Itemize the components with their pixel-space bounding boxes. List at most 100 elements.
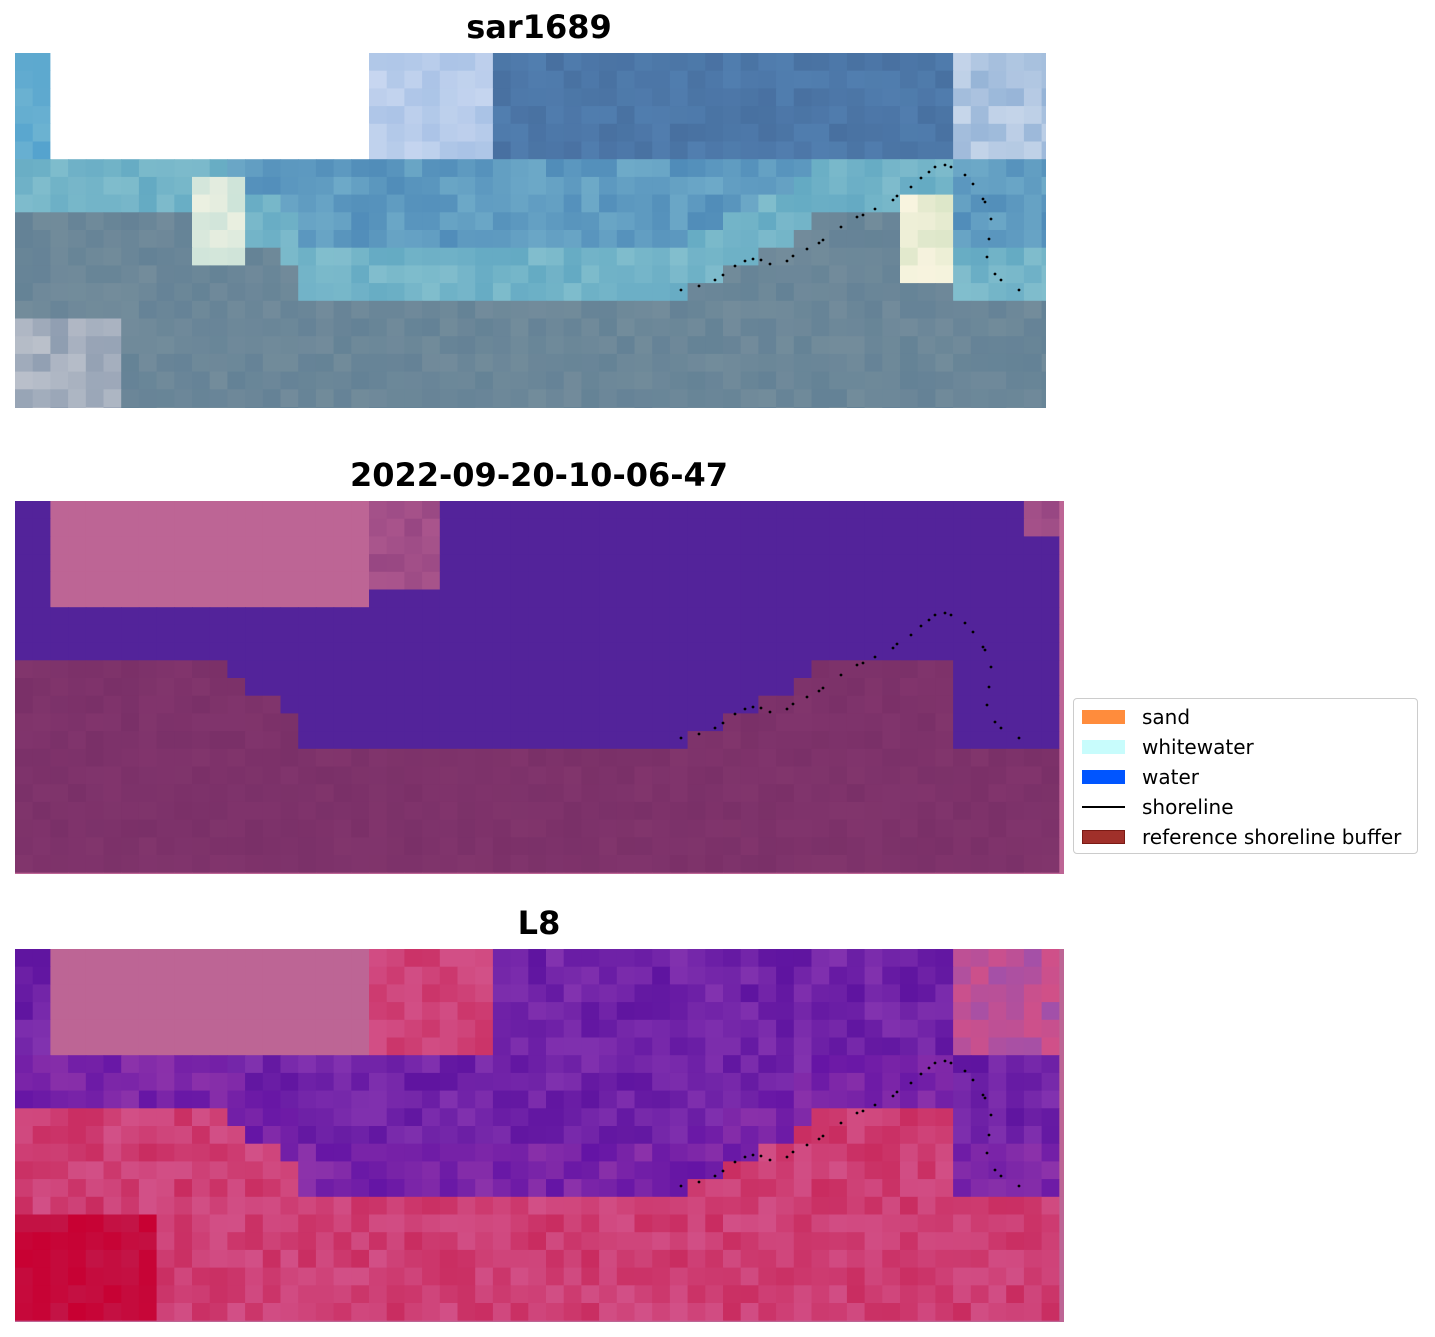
raster-pixel [262, 1002, 282, 1021]
raster-pixel [510, 1090, 529, 1109]
raster-pixel [121, 1320, 140, 1322]
raster-pixel [599, 984, 618, 1003]
raster-pixel [103, 713, 122, 732]
raster-pixel [15, 53, 34, 72]
raster-pixel [510, 801, 529, 821]
raster-pixel [121, 353, 140, 373]
raster-pixel [829, 389, 848, 408]
legend-label-sand: sand [1142, 705, 1191, 729]
raster-pixel [599, 554, 618, 573]
raster-pixel [50, 1072, 69, 1092]
raster-pixel [563, 966, 582, 985]
raster-pixel [776, 1108, 795, 1127]
raster-pixel [386, 731, 405, 750]
raster-pixel [1006, 589, 1025, 608]
raster-pixel [298, 1090, 317, 1109]
raster-pixel [68, 1303, 87, 1322]
raster-pixel [439, 1072, 459, 1092]
raster-pixel [315, 872, 335, 874]
raster-pixel [970, 872, 990, 874]
raster-pixel [404, 1214, 423, 1233]
raster-pixel [687, 1143, 706, 1162]
raster-pixel [227, 407, 246, 408]
raster-pixel [121, 1214, 140, 1233]
raster-pixel [245, 1303, 264, 1322]
raster-pixel [864, 1126, 883, 1145]
raster-pixel [1041, 784, 1060, 803]
raster-pixel [192, 70, 211, 89]
raster-pixel [1041, 53, 1046, 72]
legend-label-reference-buffer: reference shoreline buffer [1142, 825, 1402, 849]
raster-pixel [563, 1143, 582, 1162]
raster-pixel [103, 501, 122, 520]
raster-pixel [970, 70, 990, 89]
raster-pixel [280, 389, 299, 408]
raster-pixel [298, 1320, 317, 1322]
raster-pixel [333, 1055, 352, 1074]
raster-pixel [581, 371, 600, 390]
raster-pixel [85, 230, 105, 249]
raster-pixel [457, 1126, 476, 1145]
raster-pixel [900, 336, 919, 355]
shoreline-point [987, 685, 991, 689]
raster-pixel [811, 766, 830, 785]
raster-pixel [846, 1303, 866, 1322]
raster-pixel [404, 1037, 423, 1056]
raster-pixel [15, 371, 34, 390]
raster-pixel [864, 389, 883, 408]
raster-pixel [864, 141, 883, 160]
raster-pixel [298, 1249, 317, 1269]
raster-pixel [723, 1232, 742, 1251]
raster-pixel [138, 660, 158, 679]
raster-pixel [138, 949, 158, 968]
raster-pixel [811, 1179, 830, 1198]
raster-pixel [953, 1143, 972, 1162]
shoreline-point [971, 182, 975, 186]
raster-pixel [634, 1126, 653, 1145]
raster-pixel [1006, 283, 1025, 302]
raster-pixel [546, 106, 565, 125]
raster-pixel [829, 501, 848, 520]
raster-pixel [758, 571, 777, 591]
raster-pixel [422, 1037, 441, 1056]
raster-pixel [298, 695, 317, 714]
raster-pixel [227, 371, 246, 390]
raster-pixel [138, 872, 158, 874]
raster-pixel [900, 501, 919, 520]
raster-pixel [457, 70, 476, 89]
raster-pixel [50, 819, 69, 838]
raster-pixel [192, 1320, 211, 1322]
raster-pixel [846, 501, 866, 520]
raster-pixel [333, 407, 352, 408]
raster-pixel [705, 554, 724, 573]
raster-pixel [705, 300, 724, 320]
raster-pixel [333, 837, 352, 856]
shoreline-point [943, 163, 947, 167]
raster-pixel [227, 1055, 246, 1074]
raster-pixel [634, 1214, 653, 1233]
raster-pixel [510, 265, 529, 284]
raster-pixel [245, 212, 264, 231]
raster-pixel [900, 1161, 919, 1180]
raster-pixel [740, 984, 759, 1003]
raster-pixel [793, 353, 813, 373]
raster-pixel [776, 872, 795, 874]
raster-pixel [315, 1126, 335, 1145]
raster-pixel [793, 966, 813, 985]
raster-pixel [953, 194, 972, 213]
raster-pixel [935, 1179, 954, 1198]
raster-pixel [103, 571, 122, 591]
raster-pixel [829, 1267, 848, 1286]
raster-pixel [333, 872, 352, 874]
raster-pixel [723, 318, 742, 337]
raster-pixel [103, 1267, 122, 1286]
raster-pixel [121, 70, 140, 89]
raster-pixel [369, 159, 388, 178]
raster-pixel [793, 695, 813, 714]
raster-pixel [988, 353, 1007, 373]
raster-pixel [492, 371, 512, 390]
raster-pixel [1023, 1037, 1043, 1056]
raster-pixel [988, 984, 1007, 1003]
raster-pixel [900, 353, 919, 373]
raster-pixel [652, 141, 671, 160]
